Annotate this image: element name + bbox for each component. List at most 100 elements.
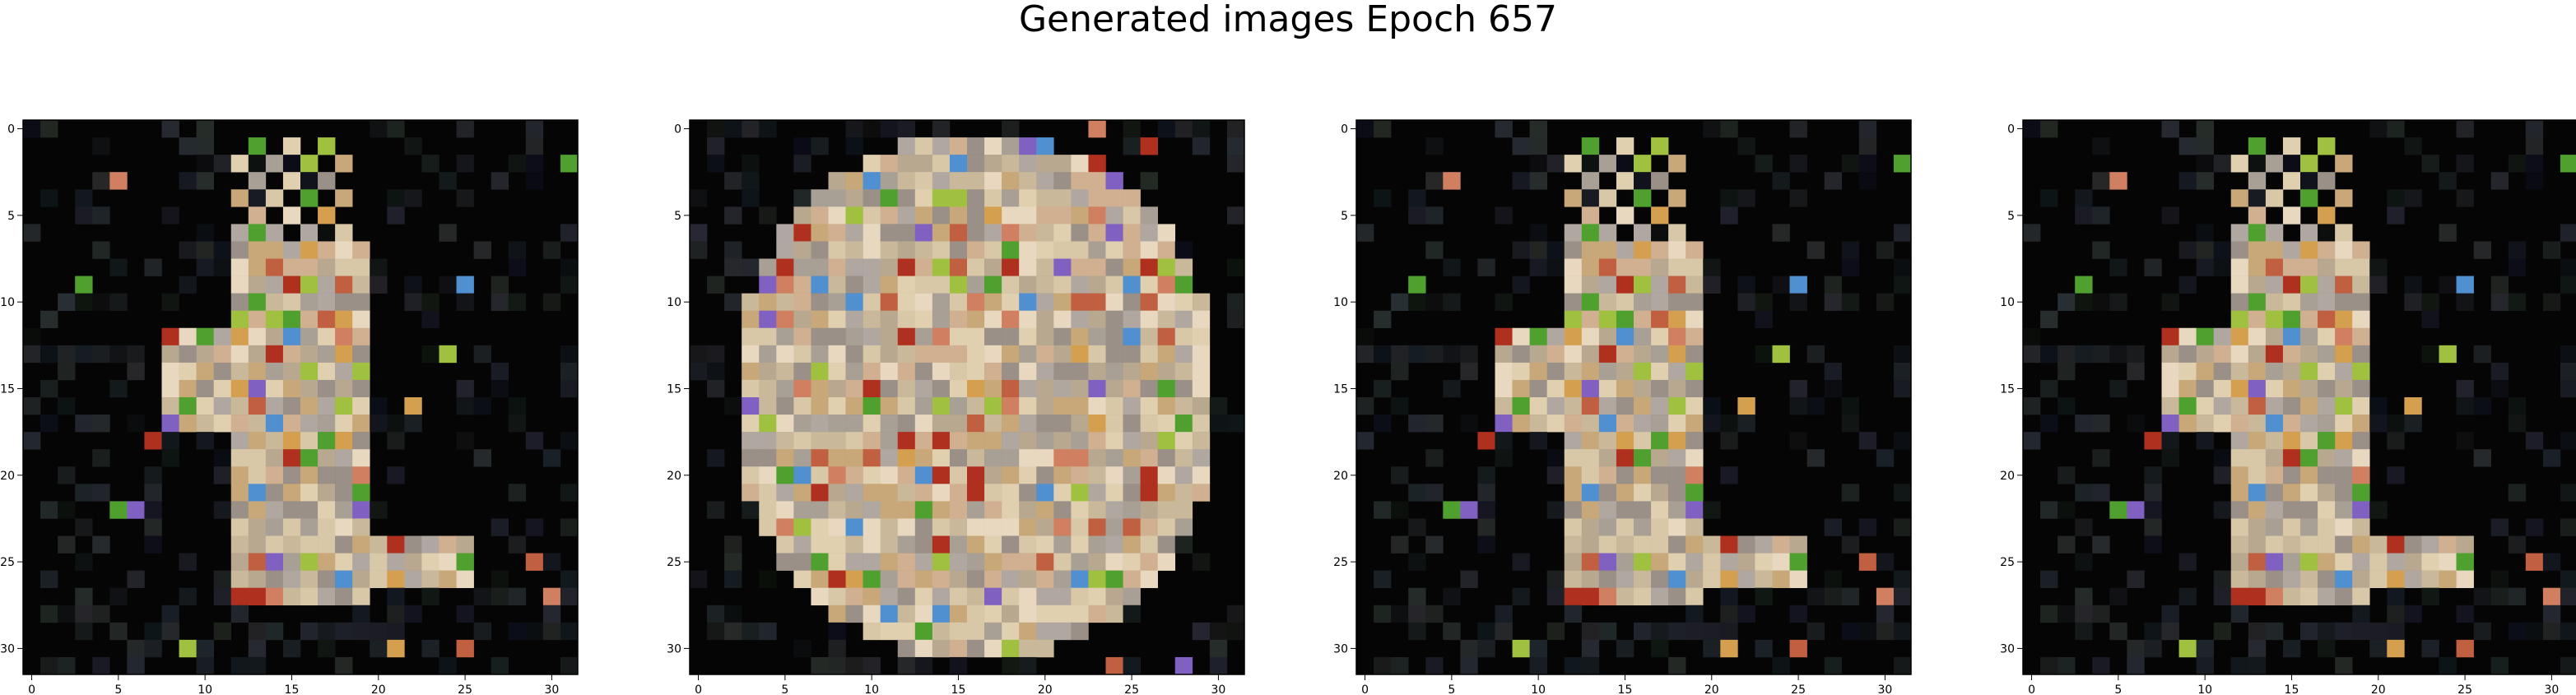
pixel [2508, 535, 2527, 554]
pixel [300, 293, 319, 311]
x-tick-label: 25 [1124, 683, 1139, 695]
pixel [352, 276, 370, 294]
pixel [2230, 415, 2249, 433]
pixel [1668, 345, 1686, 364]
pixel [109, 501, 128, 519]
pixel [932, 310, 951, 329]
pixel [2439, 224, 2457, 242]
pixel [1374, 379, 1392, 398]
pixel [1564, 432, 1583, 450]
pixel [40, 310, 58, 329]
pixel [1408, 553, 1426, 571]
pixel [932, 172, 951, 190]
pixel [318, 466, 336, 484]
pixel [1634, 276, 1652, 294]
pixel [1071, 293, 1089, 311]
pixel [1512, 587, 1530, 606]
pixel [793, 535, 811, 554]
pixel [1755, 553, 1773, 571]
pixel [914, 327, 933, 346]
pixel [759, 570, 777, 588]
pixel [1564, 327, 1583, 346]
pixel [914, 189, 933, 207]
pixel [1226, 605, 1245, 623]
pixel [793, 293, 811, 311]
pixel [1686, 379, 1704, 398]
pixel [1495, 362, 1513, 381]
pixel [1824, 293, 1843, 311]
pixel [508, 155, 527, 173]
pixel [387, 605, 405, 623]
pixel [127, 570, 145, 588]
pixel [1789, 553, 1807, 571]
pixel [949, 570, 968, 588]
pixel [984, 327, 1002, 346]
pixel [2300, 535, 2318, 554]
pixel [828, 570, 846, 588]
pixel [1634, 345, 1652, 364]
pixel [1460, 656, 1478, 675]
pixel [230, 518, 249, 536]
pixel [1598, 518, 1617, 536]
pixel [404, 415, 422, 433]
pixel [1036, 587, 1054, 606]
pixel [2456, 605, 2474, 623]
pixel [1002, 345, 1020, 364]
pixel [318, 310, 336, 329]
pixel [1391, 397, 1409, 415]
pixel [1616, 155, 1634, 173]
pixel [248, 310, 267, 329]
pixel [1703, 570, 1721, 588]
pixel [1564, 379, 1583, 398]
pixel [2230, 484, 2249, 502]
pixel [1668, 327, 1686, 346]
pixel [1477, 518, 1495, 536]
pixel [759, 466, 777, 484]
pixel [2525, 120, 2544, 138]
pixel [1036, 206, 1054, 225]
pixel [1071, 501, 1089, 519]
pixel [1088, 310, 1106, 329]
pixel [984, 484, 1002, 502]
pixel [2248, 293, 2267, 311]
pixel [2161, 432, 2179, 450]
pixel [2178, 379, 2197, 398]
pixel [2040, 415, 2058, 433]
pixel [1477, 484, 1495, 502]
pixel [2335, 310, 2353, 329]
pixel [742, 327, 760, 346]
pixel [1053, 449, 1072, 467]
pixel [404, 605, 422, 623]
pixel [2058, 362, 2076, 381]
pixel [2144, 484, 2162, 502]
pixel [1226, 120, 1245, 138]
x-tick-label: 25 [1791, 683, 1806, 695]
pixel [196, 415, 214, 433]
pixel [1686, 397, 1704, 415]
pixel [811, 206, 829, 225]
pixel [811, 415, 829, 433]
pixel [2352, 310, 2370, 329]
pixel [318, 327, 336, 346]
pixel [1651, 362, 1669, 381]
y-tick-label: 0 [7, 123, 15, 137]
pixel [2335, 362, 2353, 381]
pixel [2352, 449, 2370, 467]
pixel [248, 518, 267, 536]
pixel [793, 415, 811, 433]
pixel [1002, 189, 1020, 207]
pixel [967, 518, 985, 536]
pixel [300, 449, 319, 467]
pixel [2404, 276, 2422, 294]
pixel [2075, 293, 2093, 311]
pixel [1053, 155, 1072, 173]
pixel [880, 570, 899, 588]
pixel [1616, 293, 1634, 311]
pixel [40, 345, 58, 364]
pixel [2335, 656, 2353, 675]
pixel [1737, 137, 1755, 155]
pixel [1598, 241, 1617, 259]
y-tick-label: 30 [667, 642, 681, 656]
pixel [2109, 622, 2127, 641]
pixel [1737, 553, 1755, 571]
